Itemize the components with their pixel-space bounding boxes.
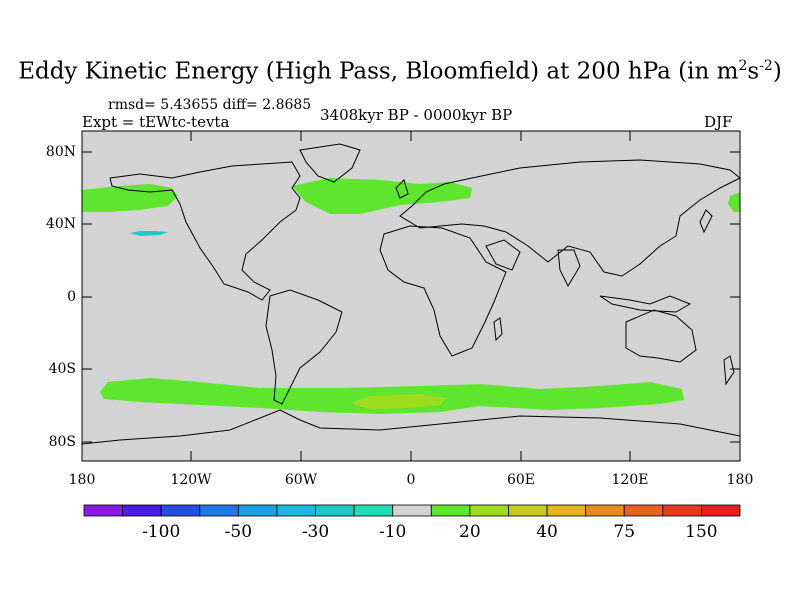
colorbar-box — [585, 504, 625, 517]
north-america-coast — [109, 161, 301, 301]
colorbar-label: 75 — [613, 522, 636, 542]
colorbar-label: -50 — [224, 522, 253, 542]
north-pacific-negative-patch — [130, 231, 168, 236]
colorbar-box — [469, 504, 509, 517]
antarctica-coast — [81, 409, 741, 445]
colorbar-box — [160, 504, 201, 517]
lat-label-40n: 40N — [45, 216, 76, 232]
lon-label-120e: 120E — [611, 472, 649, 488]
colorbar-box — [546, 504, 587, 517]
season-label: DJF — [704, 113, 733, 131]
experiment-label: Expt = tEWtc-tevta — [82, 113, 230, 131]
coastlines — [81, 143, 741, 445]
period-label: 3408kyr BP - 0000kyr BP — [320, 106, 513, 124]
colorbar-label: 150 — [685, 522, 718, 542]
uk-coast — [395, 179, 409, 199]
axis-ticks — [82, 131, 740, 461]
lat-label-0: 0 — [67, 289, 76, 305]
colorbar-box — [623, 504, 664, 517]
indonesia-coast — [599, 295, 692, 313]
colorbar-box — [353, 504, 394, 517]
colorbar-box — [662, 504, 702, 517]
australia-coast — [625, 309, 697, 363]
south-america-coast — [265, 289, 343, 405]
colorbar-label: -30 — [301, 522, 330, 542]
colorbar-box — [315, 504, 355, 517]
madagascar-coast — [493, 317, 503, 342]
colorbar-box — [508, 504, 548, 517]
lon-label-180w: 180 — [68, 472, 96, 488]
lat-label-40s: 40S — [48, 361, 76, 377]
colorbar-box — [392, 504, 432, 517]
lon-label-60e: 60E — [506, 472, 536, 488]
lon-label-180e: 180 — [726, 472, 754, 488]
colorbar — [83, 504, 741, 517]
southern-ocean-core — [352, 394, 446, 409]
north-pacific-band — [82, 184, 178, 212]
colorbar-box — [83, 504, 123, 517]
japan-coast — [699, 209, 713, 234]
colorbar-label: -10 — [379, 522, 407, 542]
colorbar-box — [237, 504, 278, 517]
colorbar-label: -100 — [142, 522, 181, 542]
colorbar-box — [701, 504, 741, 517]
eurasia-coast — [399, 159, 741, 277]
lon-label-120w: 120W — [170, 472, 212, 488]
colorbar-box — [430, 504, 471, 517]
lat-label-80s: 80S — [48, 434, 76, 450]
lon-label-60w: 60W — [284, 472, 318, 488]
colorbar-label: 40 — [536, 522, 558, 542]
lon-label-0: 0 — [406, 472, 416, 488]
greenland-coast — [299, 143, 361, 183]
colorbar-label: 20 — [459, 522, 481, 542]
arabia-coast — [485, 239, 521, 271]
stats-label: rmsd= 5.43655 diff= 2.8685 — [108, 97, 312, 113]
india-coast — [557, 249, 581, 288]
map-title: Eddy Kinetic Energy (High Pass, Bloomfie… — [18, 58, 782, 85]
new-zealand-coast — [723, 355, 735, 386]
africa-coast — [379, 225, 507, 357]
east-pacific-band — [728, 192, 740, 212]
colorbar-box — [276, 504, 316, 517]
colorbar-box — [122, 504, 162, 517]
north-atlantic-band — [292, 178, 472, 214]
colorbar-box — [199, 504, 239, 517]
lat-label-80n: 80N — [45, 144, 76, 160]
